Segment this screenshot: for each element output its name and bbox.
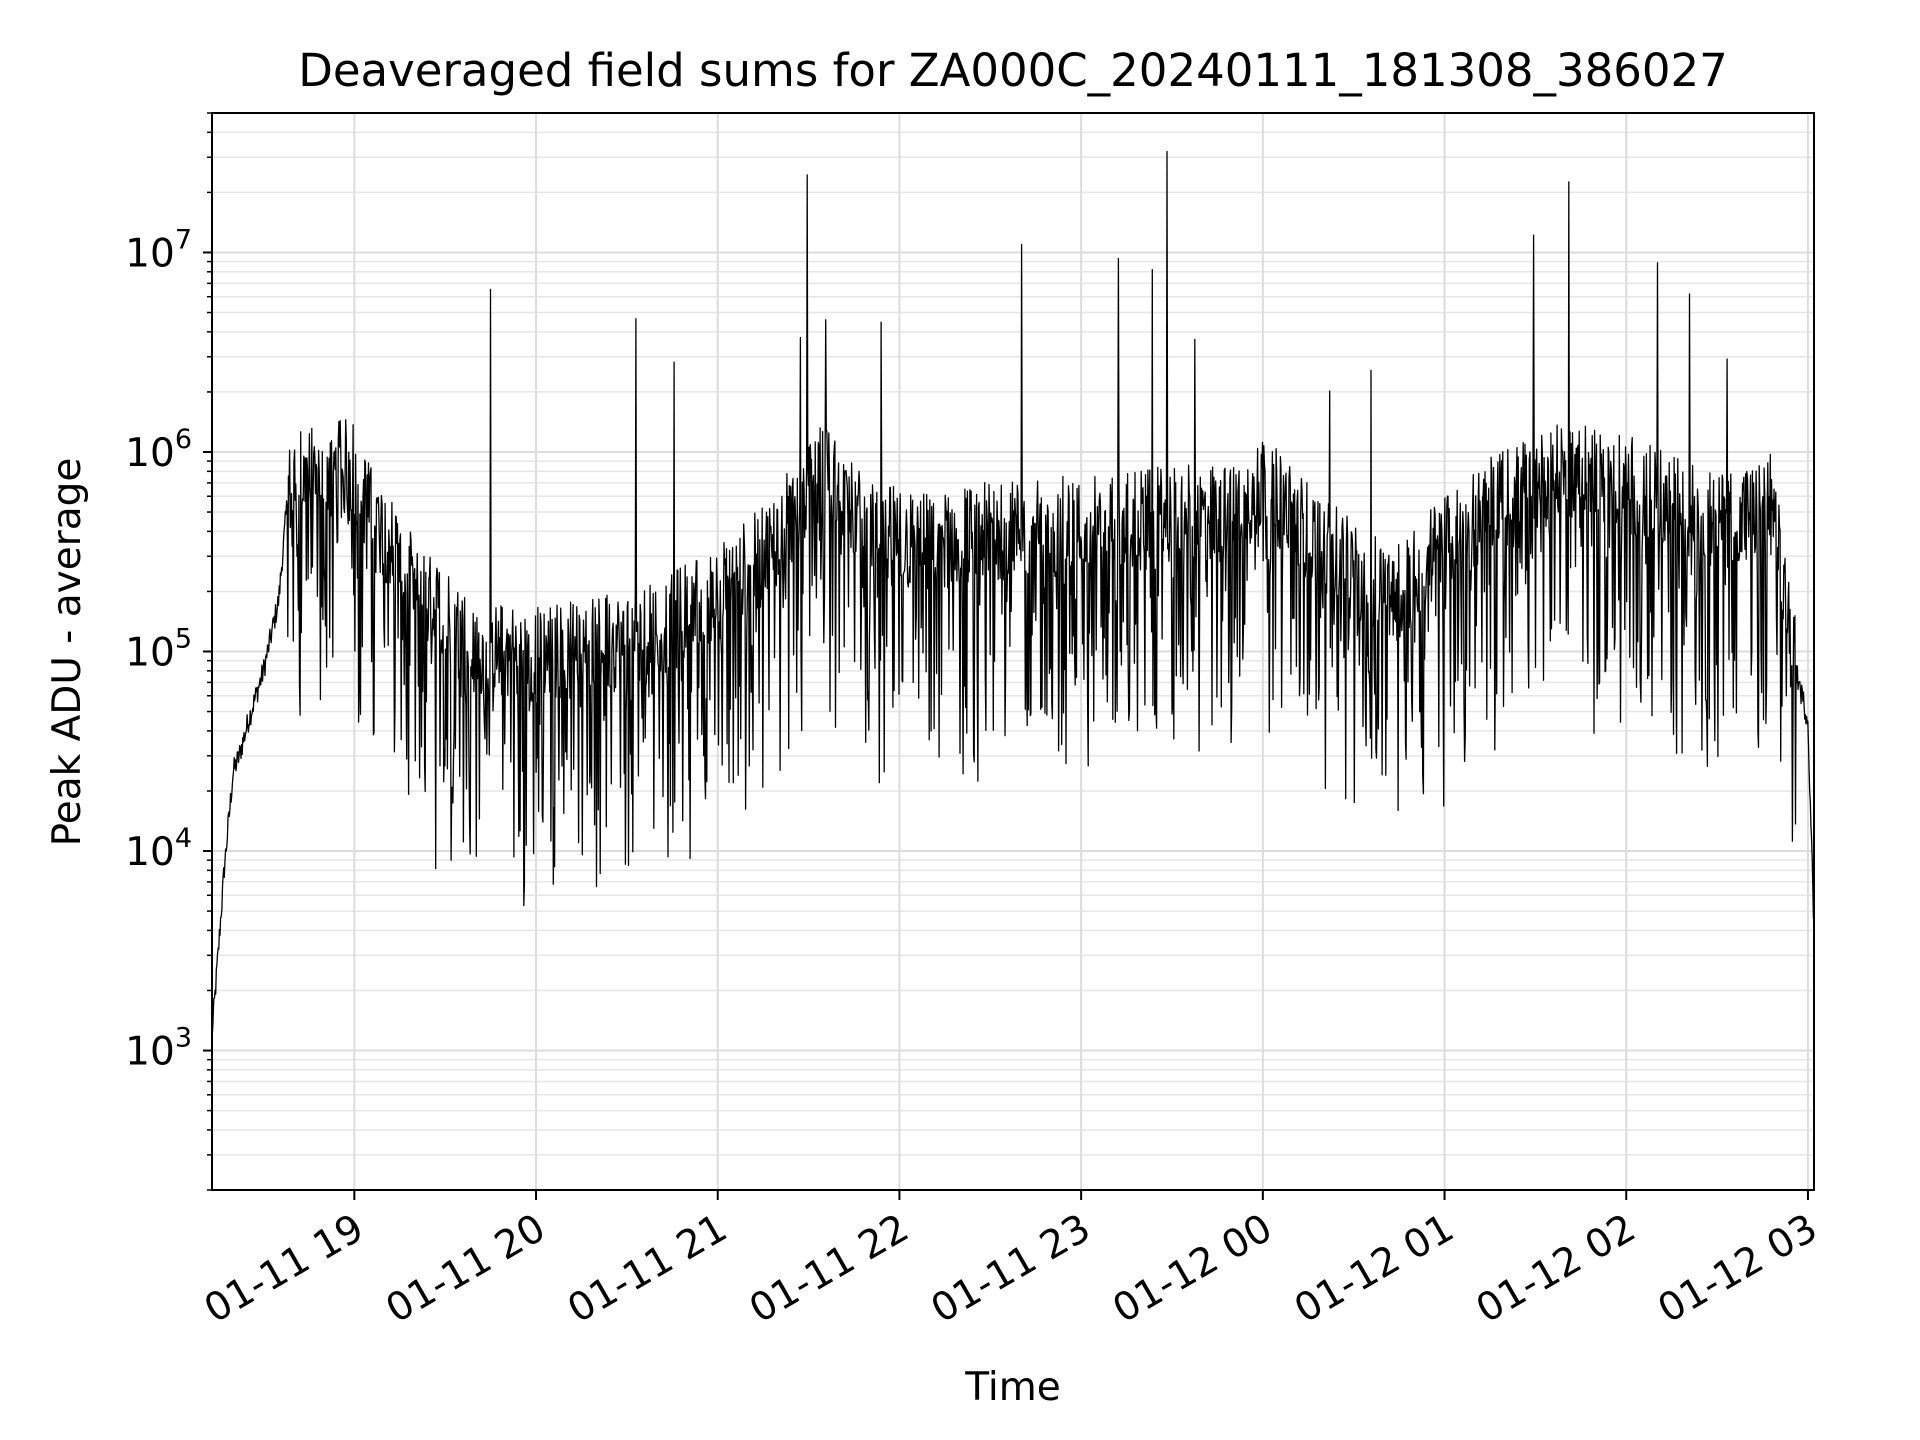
y-axis: 103 104 105 106 107 [125,112,212,1191]
y-tick-label: 105 [125,624,192,676]
major-gridlines [212,113,1814,1190]
y-tick-label: 104 [125,823,192,875]
y-axis-label: Peak ADU - average [45,458,90,847]
y-tick-label: 103 [125,1023,192,1075]
y-tick-label: 106 [125,424,192,476]
x-axis-label: Time [964,1365,1060,1410]
chart-title: Deaveraged field sums for ZA000C_2024011… [298,44,1728,97]
series-line [211,150,1815,1032]
y-tick-label: 107 [125,224,192,276]
